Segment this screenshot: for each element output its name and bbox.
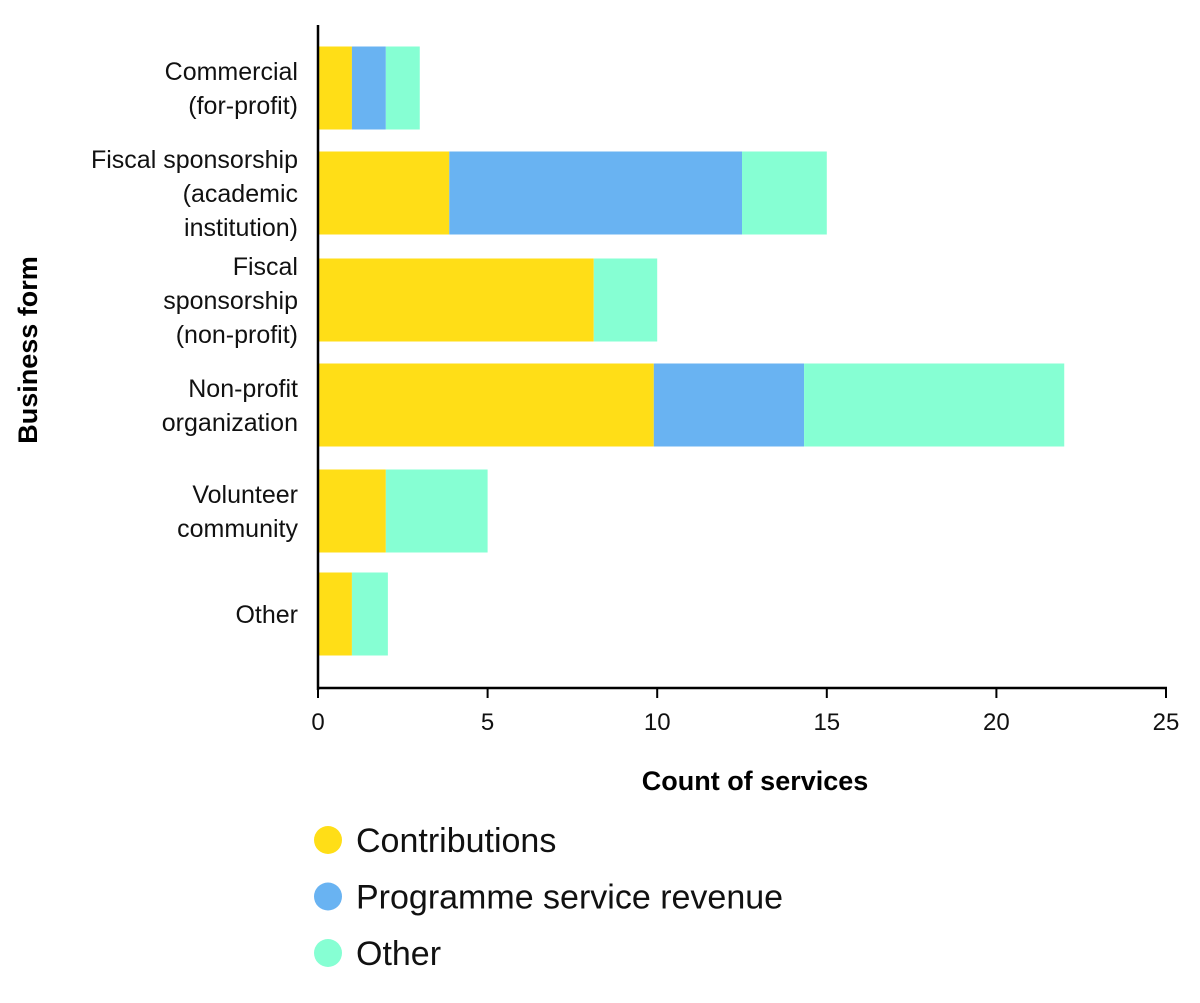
bar-segment-programme-service-revenue xyxy=(449,151,742,235)
x-tick-label: 20 xyxy=(983,709,1010,736)
category-label-line: community xyxy=(177,515,298,543)
legend-swatch xyxy=(314,826,342,854)
y-axis-label: Business form xyxy=(13,256,43,444)
legend-swatch xyxy=(314,939,342,967)
category-label-line: Commercial xyxy=(165,58,298,86)
legend-swatch xyxy=(314,882,342,911)
x-tick-label: 10 xyxy=(644,709,671,736)
bars-group xyxy=(318,46,1065,656)
bar-segment-other xyxy=(385,469,488,553)
x-tick-label: 15 xyxy=(813,709,840,736)
category-label-line: institution) xyxy=(184,214,298,242)
category-label-line: (academic xyxy=(183,180,298,208)
category-label-line: Fiscal xyxy=(233,253,298,281)
category-label-line: Volunteer xyxy=(192,481,298,509)
category-label-line: sponsorship xyxy=(163,287,298,315)
legend-label: Other xyxy=(356,935,441,973)
bar-segment-contributions xyxy=(318,46,352,130)
category-label: Non-profit organization xyxy=(162,375,298,437)
bar-segment-other xyxy=(351,572,388,656)
bar-segment-other xyxy=(385,46,420,130)
bar-segment-programme-service-revenue xyxy=(653,363,805,447)
category-label-line: Other xyxy=(235,601,298,629)
category-label-line: (for-profit) xyxy=(188,92,298,120)
bar-segment-programme-service-revenue xyxy=(351,46,386,130)
x-ticks: 0 5 10 15 20 25 xyxy=(311,688,1179,736)
category-label: Fiscal sponsorship (non-profit) xyxy=(163,253,298,349)
x-tick-label: 25 xyxy=(1153,709,1180,736)
x-tick-label: 0 xyxy=(311,709,324,736)
x-axis-label: Count of services xyxy=(642,766,869,796)
bar-segment-contributions xyxy=(318,151,450,235)
category-label: Fiscal sponsorship (academic institution) xyxy=(91,146,298,242)
category-label-line: Non-profit xyxy=(188,375,298,403)
legend-label: Programme service revenue xyxy=(356,879,783,917)
legend-label: Contributions xyxy=(356,822,556,860)
bar-segment-other xyxy=(593,258,658,342)
bar-segment-other xyxy=(804,363,1065,447)
category-label-line: (non-profit) xyxy=(176,321,298,349)
x-tick-label: 5 xyxy=(481,709,494,736)
legend: Contributions Programme service revenue Ot… xyxy=(314,822,783,973)
bar-segment-contributions xyxy=(318,258,594,342)
category-label-line: organization xyxy=(162,409,298,437)
bar-segment-other xyxy=(742,151,827,235)
category-label: Volunteer community xyxy=(177,481,298,543)
bar-segment-contributions xyxy=(318,363,654,447)
bar-segment-contributions xyxy=(318,469,386,553)
category-label: Commercial (for-profit) xyxy=(165,58,298,120)
category-label-line: Fiscal sponsorship xyxy=(91,146,298,174)
category-label: Other xyxy=(235,601,298,629)
bar-segment-contributions xyxy=(318,572,352,656)
category-labels: Commercial (for-profit) Fiscal sponsorship… xyxy=(91,58,299,629)
